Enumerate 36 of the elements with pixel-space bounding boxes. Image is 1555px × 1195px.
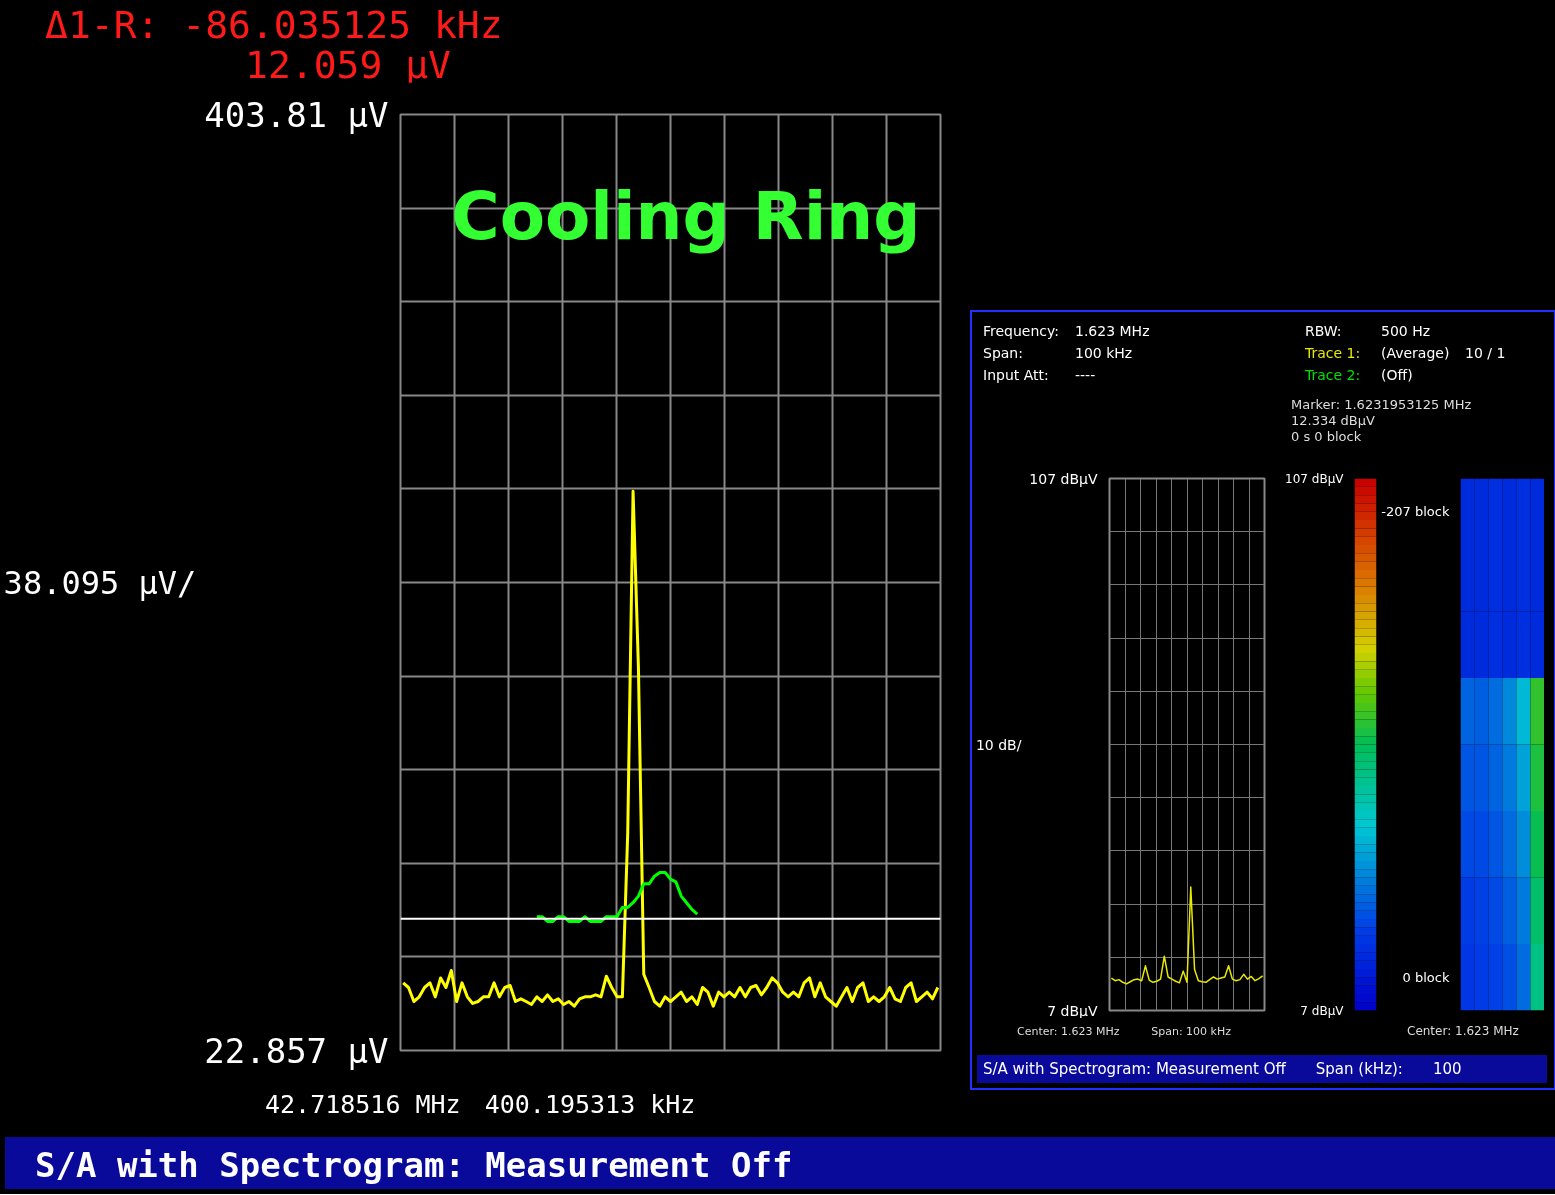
text: 1.623 MHz [1075, 322, 1151, 341]
text: 38.095 µV/ [3, 563, 197, 602]
text: Input Att: [983, 366, 1050, 385]
text: Cooling Ring [451, 177, 921, 255]
text: 400.195313 kHz [484, 1089, 696, 1121]
text: Frequency: [983, 322, 1061, 341]
text: RBW: [1305, 322, 1343, 341]
text: 500 Hz [1381, 322, 1432, 341]
line-series [401, 489, 940, 1008]
text: ---- [1075, 366, 1097, 385]
text: 12.334 dBµV [1291, 413, 1375, 428]
text: Center: 1.623 MHz [1406, 1023, 1519, 1040]
text: Span (kHz): [1315, 1059, 1403, 1080]
text: S/A with Spectrogram: Measurement Off [983, 1059, 1286, 1080]
text: Span: [983, 344, 1024, 363]
line-series [1110, 886, 1264, 985]
text: Center: 1.623 MHz [1017, 1024, 1120, 1040]
y-tick-label: 0 block [1402, 969, 1450, 985]
y-tick-label: -207 block [1381, 504, 1450, 520]
text: Trace 2: [1305, 366, 1362, 385]
text: 100 kHz [1075, 344, 1134, 363]
text: 42.718516 MHz [265, 1089, 461, 1121]
text: 100 [1432, 1059, 1462, 1080]
text: Trace 1: [1305, 344, 1362, 363]
color-bar-label: 7 dBµV [1300, 1003, 1345, 1018]
color-bar-label: 107 dBµV [1285, 471, 1345, 486]
text: S/A with Spectrogram: Measurement Off [34, 1144, 794, 1187]
text: 0 s 0 block [1291, 429, 1362, 444]
text: Span: 100 kHz [1151, 1024, 1231, 1040]
y-tick-label: 22.857 µV [204, 1030, 389, 1071]
text: (Average) [1381, 344, 1451, 363]
text: (Off) [1381, 366, 1414, 385]
text: 10 / 1 [1465, 344, 1507, 363]
y-tick-label: 403.81 µV [204, 94, 389, 135]
text: Marker: 1.6231953125 MHz [1291, 397, 1472, 412]
text: 10 dB/ [975, 736, 1022, 753]
